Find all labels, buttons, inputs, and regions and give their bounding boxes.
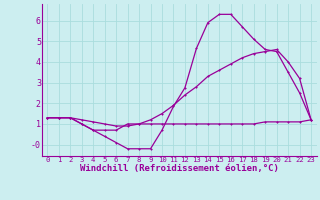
X-axis label: Windchill (Refroidissement éolien,°C): Windchill (Refroidissement éolien,°C) bbox=[80, 164, 279, 173]
